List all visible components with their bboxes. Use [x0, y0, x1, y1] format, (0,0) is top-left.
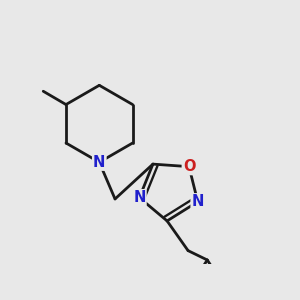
Text: N: N: [133, 190, 145, 205]
Text: N: N: [192, 194, 204, 209]
Text: N: N: [93, 155, 106, 170]
Text: O: O: [183, 159, 195, 174]
